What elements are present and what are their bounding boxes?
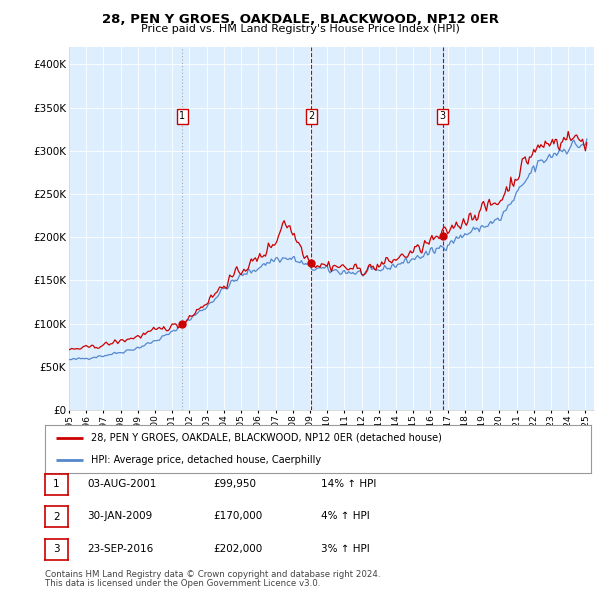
Text: £99,950: £99,950 xyxy=(213,479,256,489)
Text: £170,000: £170,000 xyxy=(213,512,262,521)
Text: 03-AUG-2001: 03-AUG-2001 xyxy=(87,479,157,489)
Text: 28, PEN Y GROES, OAKDALE, BLACKWOOD, NP12 0ER: 28, PEN Y GROES, OAKDALE, BLACKWOOD, NP1… xyxy=(101,13,499,26)
Text: Contains HM Land Registry data © Crown copyright and database right 2024.: Contains HM Land Registry data © Crown c… xyxy=(45,571,380,579)
Text: £202,000: £202,000 xyxy=(213,544,262,553)
Text: 28, PEN Y GROES, OAKDALE, BLACKWOOD, NP12 0ER (detached house): 28, PEN Y GROES, OAKDALE, BLACKWOOD, NP1… xyxy=(91,433,442,443)
Text: 2: 2 xyxy=(53,512,60,522)
Text: 3: 3 xyxy=(53,545,60,554)
Text: 4% ↑ HPI: 4% ↑ HPI xyxy=(321,512,370,521)
Text: 3: 3 xyxy=(440,112,446,122)
Text: 23-SEP-2016: 23-SEP-2016 xyxy=(87,544,153,553)
Text: 14% ↑ HPI: 14% ↑ HPI xyxy=(321,479,376,489)
Text: 1: 1 xyxy=(179,112,185,122)
Text: Price paid vs. HM Land Registry's House Price Index (HPI): Price paid vs. HM Land Registry's House … xyxy=(140,24,460,34)
Text: 1: 1 xyxy=(53,480,60,489)
Text: HPI: Average price, detached house, Caerphilly: HPI: Average price, detached house, Caer… xyxy=(91,455,322,465)
Text: This data is licensed under the Open Government Licence v3.0.: This data is licensed under the Open Gov… xyxy=(45,579,320,588)
Text: 30-JAN-2009: 30-JAN-2009 xyxy=(87,512,152,521)
Text: 2: 2 xyxy=(308,112,314,122)
Text: 3% ↑ HPI: 3% ↑ HPI xyxy=(321,544,370,553)
